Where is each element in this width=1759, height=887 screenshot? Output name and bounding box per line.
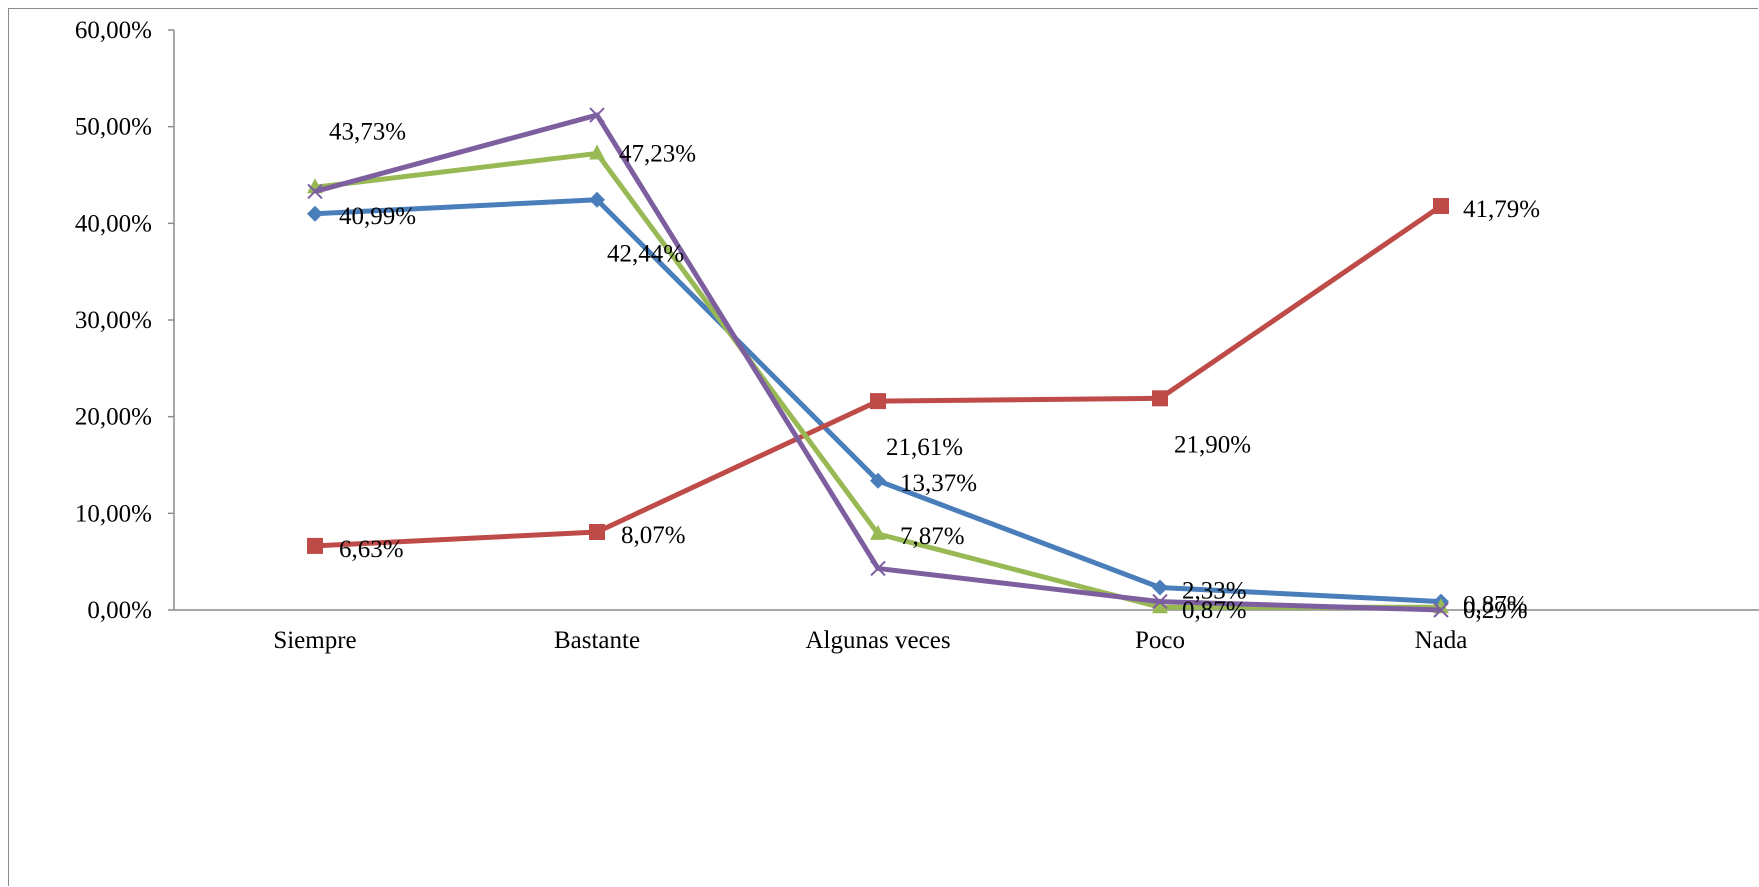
data-label-layer: 40,99%42,44%13,37%2,33%0,87%6,63%8,07%21… bbox=[329, 118, 1540, 624]
data-label: 42,44% bbox=[607, 241, 684, 268]
y-tick-label: 40,00% bbox=[75, 210, 152, 237]
data-label: 13,37% bbox=[900, 470, 977, 497]
data-label: 0,87% bbox=[1463, 592, 1528, 619]
y-tick-label: 0,00% bbox=[87, 597, 152, 624]
data-label: 2,33% bbox=[1182, 577, 1247, 604]
chart-frame bbox=[8, 8, 1758, 886]
data-label: 21,90% bbox=[1174, 431, 1251, 458]
data-point bbox=[1152, 593, 1168, 610]
y-tick-label: 20,00% bbox=[75, 404, 152, 431]
series-layer bbox=[307, 107, 1449, 618]
data-point bbox=[1152, 390, 1168, 407]
x-category-label: Algunas veces bbox=[805, 627, 950, 654]
data-label: 0,87% bbox=[1182, 597, 1247, 624]
data-label: 7,87% bbox=[900, 523, 965, 550]
data-point bbox=[870, 472, 886, 489]
data-point bbox=[589, 144, 605, 160]
y-tick-label: 60,00% bbox=[75, 17, 152, 44]
data-label: 47,23% bbox=[619, 140, 696, 167]
data-point bbox=[870, 393, 886, 410]
data-point bbox=[589, 523, 605, 540]
data-point bbox=[589, 107, 605, 123]
series-line bbox=[314, 203, 1443, 549]
data-label: 0,29% bbox=[1463, 597, 1528, 624]
data-point bbox=[1152, 579, 1168, 596]
data-point bbox=[589, 191, 605, 208]
x-category-label: Poco bbox=[1135, 627, 1185, 654]
data-point bbox=[870, 524, 886, 540]
x-category-label: Nada bbox=[1415, 627, 1468, 654]
y-tick-label: 30,00% bbox=[75, 307, 152, 334]
data-label: 6,63% bbox=[339, 536, 404, 563]
data-point bbox=[870, 560, 886, 577]
data-label: 40,99% bbox=[339, 203, 416, 230]
x-category-label: Siempre bbox=[273, 627, 356, 654]
data-label: 21,61% bbox=[886, 434, 963, 461]
y-tick-label: 50,00% bbox=[75, 114, 152, 141]
data-point bbox=[1433, 602, 1449, 618]
data-point bbox=[307, 183, 323, 200]
x-category-label: Bastante bbox=[554, 627, 640, 654]
y-axis-ticks: 0,00% 10,00% 20,00% 30,00% 40,00% 50,00% 60,00… bbox=[75, 17, 174, 624]
data-point bbox=[307, 205, 323, 222]
data-point bbox=[1433, 198, 1449, 215]
y-tick-label: 10,00% bbox=[75, 500, 152, 527]
x-axis-labels: Siempre Bastante Algunas veces Poco Nada bbox=[273, 627, 1467, 654]
data-label: 8,07% bbox=[621, 522, 686, 549]
data-label: 41,79% bbox=[1463, 196, 1540, 223]
data-point bbox=[307, 537, 323, 554]
data-point bbox=[1152, 598, 1168, 614]
data-label: 43,73% bbox=[329, 118, 406, 145]
